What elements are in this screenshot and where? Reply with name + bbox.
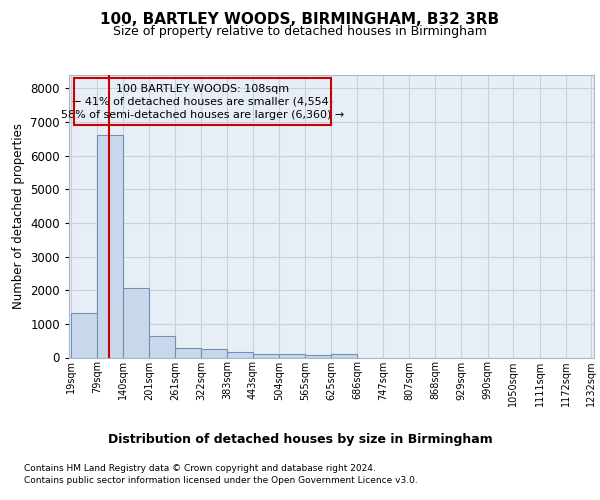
Text: Distribution of detached houses by size in Birmingham: Distribution of detached houses by size … — [107, 432, 493, 446]
Bar — [71, 314, 97, 358]
Text: 58% of semi-detached houses are larger (6,360) →: 58% of semi-detached houses are larger (… — [61, 110, 344, 120]
Bar — [253, 354, 279, 358]
Text: Contains HM Land Registry data © Crown copyright and database right 2024.: Contains HM Land Registry data © Crown c… — [24, 464, 376, 473]
Text: ← 41% of detached houses are smaller (4,554): ← 41% of detached houses are smaller (4,… — [72, 97, 333, 107]
Bar — [305, 355, 332, 358]
Text: 100, BARTLEY WOODS, BIRMINGHAM, B32 3RB: 100, BARTLEY WOODS, BIRMINGHAM, B32 3RB — [100, 12, 500, 28]
Bar — [279, 354, 305, 358]
Bar — [149, 336, 175, 357]
Text: Size of property relative to detached houses in Birmingham: Size of property relative to detached ho… — [113, 25, 487, 38]
Bar — [227, 352, 253, 358]
Bar — [123, 288, 149, 358]
Bar — [331, 354, 357, 358]
Text: Contains public sector information licensed under the Open Government Licence v3: Contains public sector information licen… — [24, 476, 418, 485]
Y-axis label: Number of detached properties: Number of detached properties — [12, 123, 25, 309]
Bar — [175, 348, 201, 358]
Bar — [97, 135, 123, 358]
Text: 100 BARTLEY WOODS: 108sqm: 100 BARTLEY WOODS: 108sqm — [116, 84, 289, 94]
Bar — [201, 349, 227, 358]
